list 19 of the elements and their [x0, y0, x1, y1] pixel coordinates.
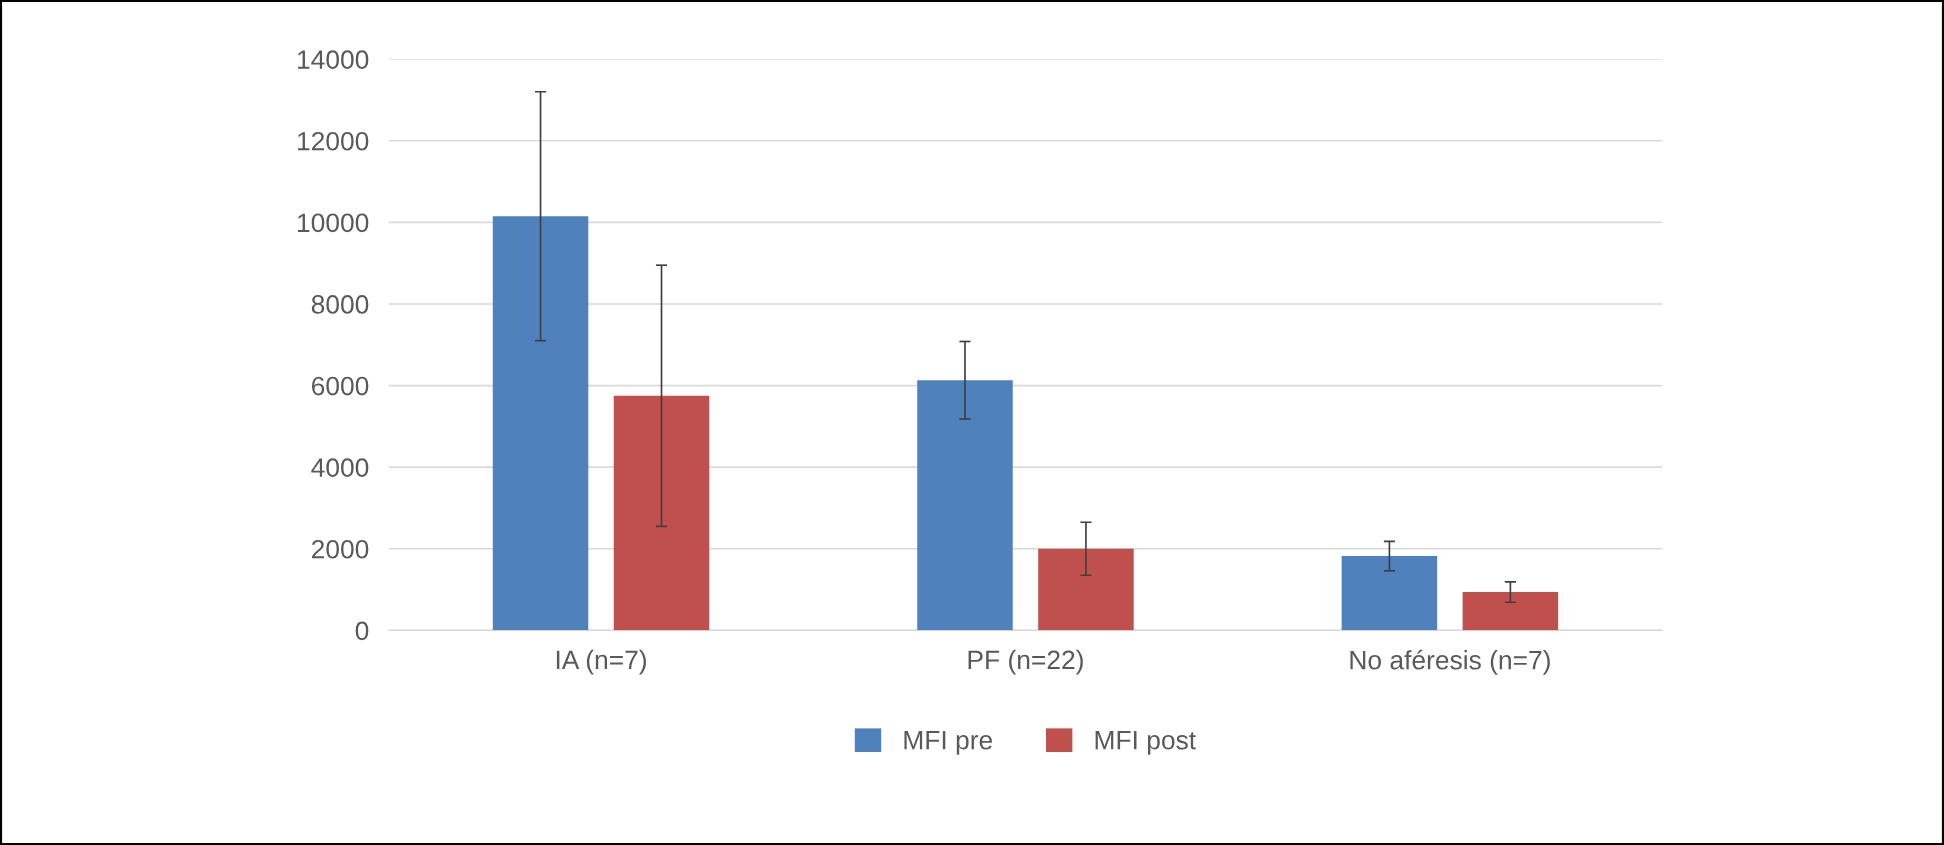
y-tick-label: 8000 [311, 295, 369, 314]
bar [1038, 548, 1134, 631]
y-tick-label: 10000 [297, 213, 369, 233]
bar [1341, 556, 1438, 631]
bar [613, 395, 710, 631]
y-tick-label: 0 [355, 621, 369, 641]
y-tick-label: 6000 [312, 376, 369, 396]
y-tick-label: 14000 [297, 50, 369, 69]
y-tick-label: 12000 [297, 131, 369, 151]
y-tick-label: 2000 [311, 539, 369, 559]
bar [492, 216, 589, 631]
bar [917, 380, 1013, 631]
legend-label: MFI post [1095, 731, 1196, 755]
y-tick-label: 4000 [311, 458, 369, 477]
bar [1462, 592, 1559, 631]
legend-label: MFI pre [904, 731, 993, 755]
x-tick-label: No aféresis (n=7) [1350, 649, 1550, 675]
x-tick-label: PF (n=22) [968, 649, 1083, 675]
x-tick-label: IA (n=7) [556, 649, 646, 675]
